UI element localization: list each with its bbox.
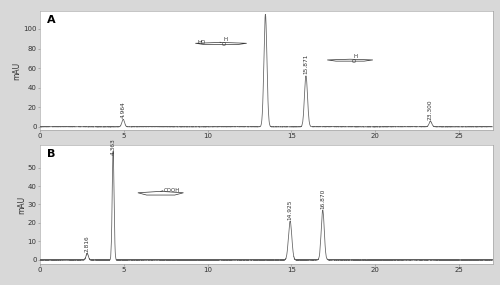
Text: 4.964: 4.964 [120,101,126,118]
Text: 16.870: 16.870 [320,188,325,209]
Text: O: O [352,59,356,64]
Text: 4.363: 4.363 [110,138,116,154]
Y-axis label: mAU: mAU [17,196,26,213]
Text: 14.925: 14.925 [288,199,292,220]
Text: 23.300: 23.300 [428,99,433,120]
Text: H: H [224,37,228,42]
Text: COOH: COOH [164,188,180,193]
Text: H: H [354,54,358,58]
Text: O: O [222,42,226,47]
Text: 15.871: 15.871 [304,54,308,74]
Text: B: B [47,149,55,159]
Text: A: A [47,15,56,25]
Text: 2.816: 2.816 [84,235,89,252]
Y-axis label: mAU: mAU [12,62,22,80]
Text: HO: HO [197,40,205,44]
